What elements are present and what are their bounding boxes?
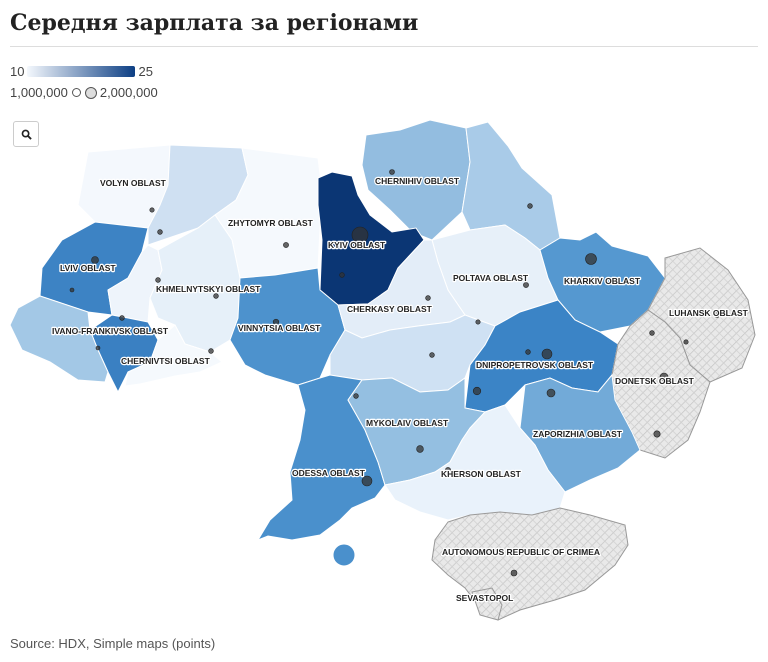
city-point[interactable] [472,386,482,396]
city-point[interactable] [361,475,373,487]
label-cherkasy-oblast: CHERKASY OBLAST [347,304,433,314]
city-point[interactable] [272,318,280,326]
city-point[interactable] [162,357,168,363]
label-chernihiv-oblast: CHERNIHIV OBLAST [375,176,460,186]
label-kyiv-oblast: KYIV OBLAST [328,240,386,250]
city-point[interactable] [95,345,101,351]
city-point[interactable] [525,349,531,355]
city-point[interactable] [351,226,369,244]
city-point[interactable] [445,467,451,473]
city-point[interactable] [69,287,75,293]
label-poltava-oblast: POLTAVA OBLAST [453,273,529,283]
region-kherson-oblast[interactable] [384,404,566,521]
city-point[interactable] [213,293,219,299]
region-chernihiv-oblast[interactable] [361,119,471,241]
chart-title: Середня зарплата за регіонами [10,10,419,36]
region-shapes [9,119,756,621]
label-chernivtsi-oblast: CHERNIVTSI OBLAST [121,356,211,366]
color-legend-max: 25 [138,63,153,79]
size-legend-small-circle [71,88,81,97]
search-icon [21,129,32,140]
label-zhytomyr-oblast: ZHYTOMYR OBLAST [228,218,314,228]
city-point[interactable] [389,169,395,175]
city-points [69,169,720,602]
city-point[interactable] [484,594,492,602]
size-legend-large-circle [84,86,97,99]
label-sevastopol: SEVASTOPOL [456,593,513,603]
city-point[interactable] [714,312,720,318]
label-vinnytsia-oblast: VINNYTSIA OBLAST [238,323,321,333]
zoom-button[interactable] [13,121,39,147]
region-zakarpattia-oblast[interactable] [9,295,109,383]
city-point[interactable] [653,430,661,438]
region-odessa-oblast-danube[interactable] [332,543,356,567]
city-point[interactable] [585,253,597,265]
city-point[interactable] [339,272,345,278]
city-point[interactable] [683,339,689,345]
label-khmelnytskyi-oblast: KHMELNYTSKYI OBLAST [156,284,261,294]
size-legend-min: 1,000,000 [10,85,68,100]
label-kharkiv-oblast: KHARKIV OBLAST [564,276,641,286]
label-zaporizhia-oblast: ZAPORIZHIA OBLAST [533,429,623,439]
city-point[interactable] [416,445,424,453]
city-point[interactable] [475,319,481,325]
city-point[interactable] [541,348,553,360]
region-labels: VOLYN OBLAST ZHYTOMYR OBLAST CHERNIHIV O… [51,175,750,605]
city-point[interactable] [157,229,163,235]
city-point[interactable] [353,393,359,399]
city-point[interactable] [155,277,161,283]
color-legend-min: 10 [10,63,25,79]
city-point[interactable] [649,330,655,336]
city-point[interactable] [495,362,501,368]
color-legend: 10 25 [10,63,153,79]
label-lviv-oblast: LVIV OBLAST [60,263,116,273]
color-gradient-bar [27,65,136,77]
region-crimea[interactable] [431,507,629,621]
city-point[interactable] [527,203,533,209]
city-point[interactable] [659,372,669,382]
label-kherson-oblast: KHERSON OBLAST [441,469,522,479]
city-point[interactable] [283,242,289,248]
label-crimea: AUTONOMOUS REPUBLIC OF CRIMEA [442,547,600,557]
label-dnipropetrovsk-oblast: DNIPROPETROVSK OBLAST [476,360,594,370]
city-point[interactable] [510,569,518,577]
source-note: Source: HDX, Simple maps (points) [10,636,216,651]
region-sevastopol[interactable] [471,587,503,621]
label-donetsk-oblast: DONETSK OBLAST [615,376,695,386]
city-point[interactable] [91,256,99,264]
label-ivano-frankivsk-oblast: IVANO-FRANKIVSK OBLAST [52,326,169,336]
label-odessa-oblast: ODESSA OBLAST [292,468,366,478]
size-legend: 1,000,000 2,000,000 [10,85,158,100]
label-mykolaiv-oblast: MYKOLAIV OBLAST [366,418,449,428]
city-point[interactable] [208,348,214,354]
city-point[interactable] [149,207,155,213]
city-point[interactable] [546,388,556,398]
label-volyn-oblast: VOLYN OBLAST [100,178,167,188]
city-point[interactable] [429,352,435,358]
title-divider [10,46,758,47]
city-point[interactable] [425,295,431,301]
size-legend-max: 2,000,000 [99,85,158,100]
region-chernivtsi-oblast[interactable] [124,324,223,387]
city-point[interactable] [119,315,125,321]
label-luhansk-oblast: LUHANSK OBLAST [669,308,749,318]
city-point[interactable] [523,282,529,288]
